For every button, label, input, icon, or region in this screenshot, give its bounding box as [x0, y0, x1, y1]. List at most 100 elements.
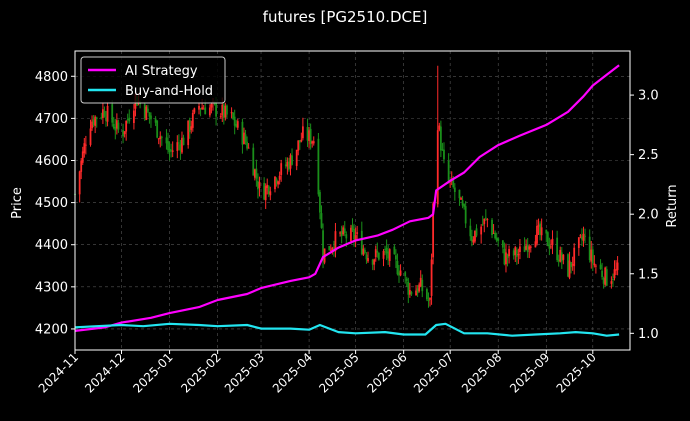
- candle-body: [494, 232, 497, 239]
- candle-body: [461, 200, 464, 206]
- candle-body: [102, 109, 104, 118]
- candle-body: [534, 241, 537, 248]
- candle-body: [332, 247, 335, 251]
- candle-body: [593, 263, 596, 266]
- candle-body: [360, 230, 363, 255]
- candle-body: [416, 288, 419, 294]
- candle-body: [167, 141, 169, 151]
- candle-body: [148, 112, 151, 117]
- candle-body: [551, 238, 554, 246]
- candle-body: [469, 225, 472, 237]
- x-tick-label: 2025-01: [130, 350, 175, 395]
- candle-body: [278, 175, 281, 180]
- candle-body: [78, 171, 81, 195]
- candle-body: [429, 298, 431, 300]
- candle-body: [308, 130, 310, 142]
- candle-body: [481, 224, 484, 226]
- candle-body: [235, 123, 238, 127]
- return-lines: [74, 64, 620, 337]
- legend-label-ai-strategy: AI Strategy: [125, 64, 198, 79]
- candle-body: [388, 249, 391, 261]
- candle-body: [492, 232, 495, 234]
- candle-body: [568, 260, 571, 278]
- x-tick-label: 2024-11: [36, 350, 81, 395]
- buy-and-hold-line: [74, 322, 620, 337]
- candle-body: [298, 140, 301, 143]
- candle-body: [432, 203, 435, 258]
- candle-body: [559, 249, 562, 262]
- candle-body: [115, 120, 118, 129]
- candle-body: [339, 232, 341, 234]
- candle-body: [398, 272, 400, 276]
- candle-body: [345, 234, 348, 239]
- candle-body: [528, 246, 531, 250]
- x-tick-label: 2025-05: [316, 350, 361, 395]
- ai-strategy-line: [74, 64, 620, 332]
- candle-body: [615, 269, 617, 271]
- candle-body: [168, 149, 171, 153]
- candle-body: [515, 249, 518, 257]
- candle-body: [512, 250, 515, 256]
- candle-body: [426, 289, 428, 300]
- candle-body: [539, 223, 541, 235]
- candle-body: [160, 136, 163, 138]
- candle-body: [351, 225, 354, 231]
- candle-body: [591, 249, 594, 264]
- candle-body: [443, 149, 445, 160]
- candle-body: [382, 250, 385, 259]
- y-left-tick-label: 4500: [35, 196, 68, 211]
- legend[interactable]: AI Strategy Buy-and-Hold: [80, 56, 226, 104]
- candle-body: [306, 126, 309, 141]
- candle-body: [399, 270, 402, 276]
- x-tick-label: 2024-12: [82, 350, 127, 395]
- candle-body: [125, 120, 128, 132]
- candle-body: [300, 139, 303, 142]
- candle-body: [408, 290, 411, 295]
- candle-body: [83, 143, 86, 154]
- candle-body: [91, 121, 93, 129]
- candle-body: [523, 246, 526, 252]
- candle-body: [322, 230, 324, 261]
- candle-body: [301, 126, 304, 139]
- candle-body: [243, 132, 245, 144]
- candle-body: [612, 278, 614, 280]
- candle-body: [253, 169, 256, 178]
- y-left-tick-label: 4600: [35, 154, 68, 169]
- candle-body: [463, 204, 466, 207]
- y-left-tick-label: 4700: [35, 112, 68, 127]
- candle-body: [491, 219, 493, 236]
- candle-body: [548, 244, 551, 249]
- x-tick-label: 2025-06: [364, 350, 409, 395]
- candle-body: [377, 252, 380, 260]
- candle-body: [154, 118, 157, 123]
- candle-body: [590, 249, 593, 262]
- candle-body: [266, 184, 269, 188]
- candle-body: [267, 186, 270, 195]
- candle-body: [208, 107, 211, 116]
- candle-body: [362, 248, 365, 255]
- candle-body: [156, 120, 159, 138]
- candle-body: [159, 136, 162, 139]
- candle-body: [222, 104, 225, 118]
- candle-body: [89, 128, 92, 145]
- y-left-tick-label: 4400: [35, 238, 68, 253]
- candle-body: [275, 178, 278, 184]
- candle-body: [111, 104, 114, 123]
- x-tick-label: 2025-03: [222, 350, 267, 395]
- x-tick-label: 2025-07: [411, 350, 456, 395]
- candle-body: [613, 269, 616, 279]
- candle-body: [122, 130, 124, 137]
- candle-body: [288, 161, 290, 170]
- candle-body: [486, 219, 489, 221]
- candle-body: [258, 181, 261, 188]
- candle-body: [219, 116, 222, 118]
- candle-body: [143, 104, 146, 119]
- candle-body: [540, 227, 543, 236]
- candle-body: [295, 149, 298, 166]
- candle-body: [560, 252, 563, 262]
- candle-body: [579, 235, 582, 237]
- candle-body: [599, 264, 602, 270]
- candle-body: [284, 164, 287, 167]
- candle-body: [436, 130, 439, 205]
- candle-body: [517, 253, 520, 256]
